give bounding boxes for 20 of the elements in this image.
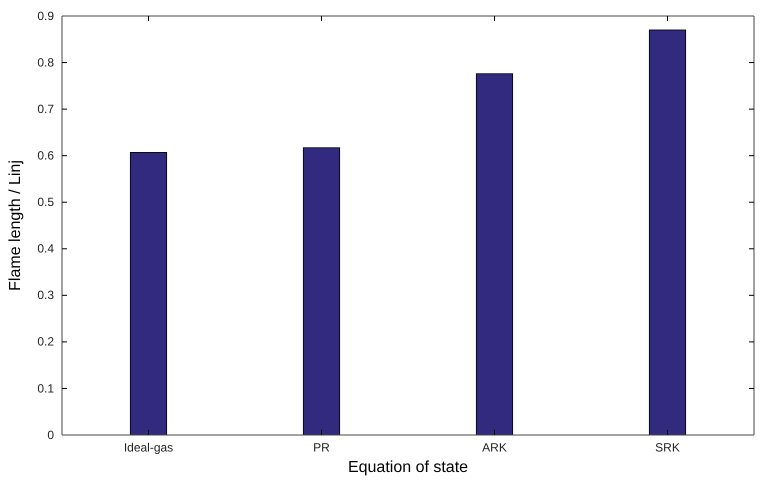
y-tick-label: 0.3 [37,288,54,302]
bar [648,30,686,436]
y-tick-label: 0.8 [37,55,54,70]
bar [302,147,340,436]
x-axis-title: Equation of state [348,459,468,476]
x-tick-label: PR [313,440,330,455]
x-tick-label: ARK [482,440,507,455]
y-tick-label: 0.1 [37,381,54,396]
y-tick-label: 0.4 [37,242,54,256]
y-tick-label: 0.5 [37,195,54,210]
y-tick-label: 0.2 [37,334,54,349]
bar [476,73,514,436]
x-tick-label: Ideal-gas [124,440,174,455]
y-tick-label: 0.9 [37,8,54,23]
bar [130,152,168,436]
y-tick-label: 0.6 [37,148,54,163]
y-axis-title: Flame length / Linj [7,160,24,291]
y-tick-label: 0 [47,428,54,442]
x-tick-label: SRK [655,440,680,455]
y-tick-label: 0.7 [37,102,54,116]
